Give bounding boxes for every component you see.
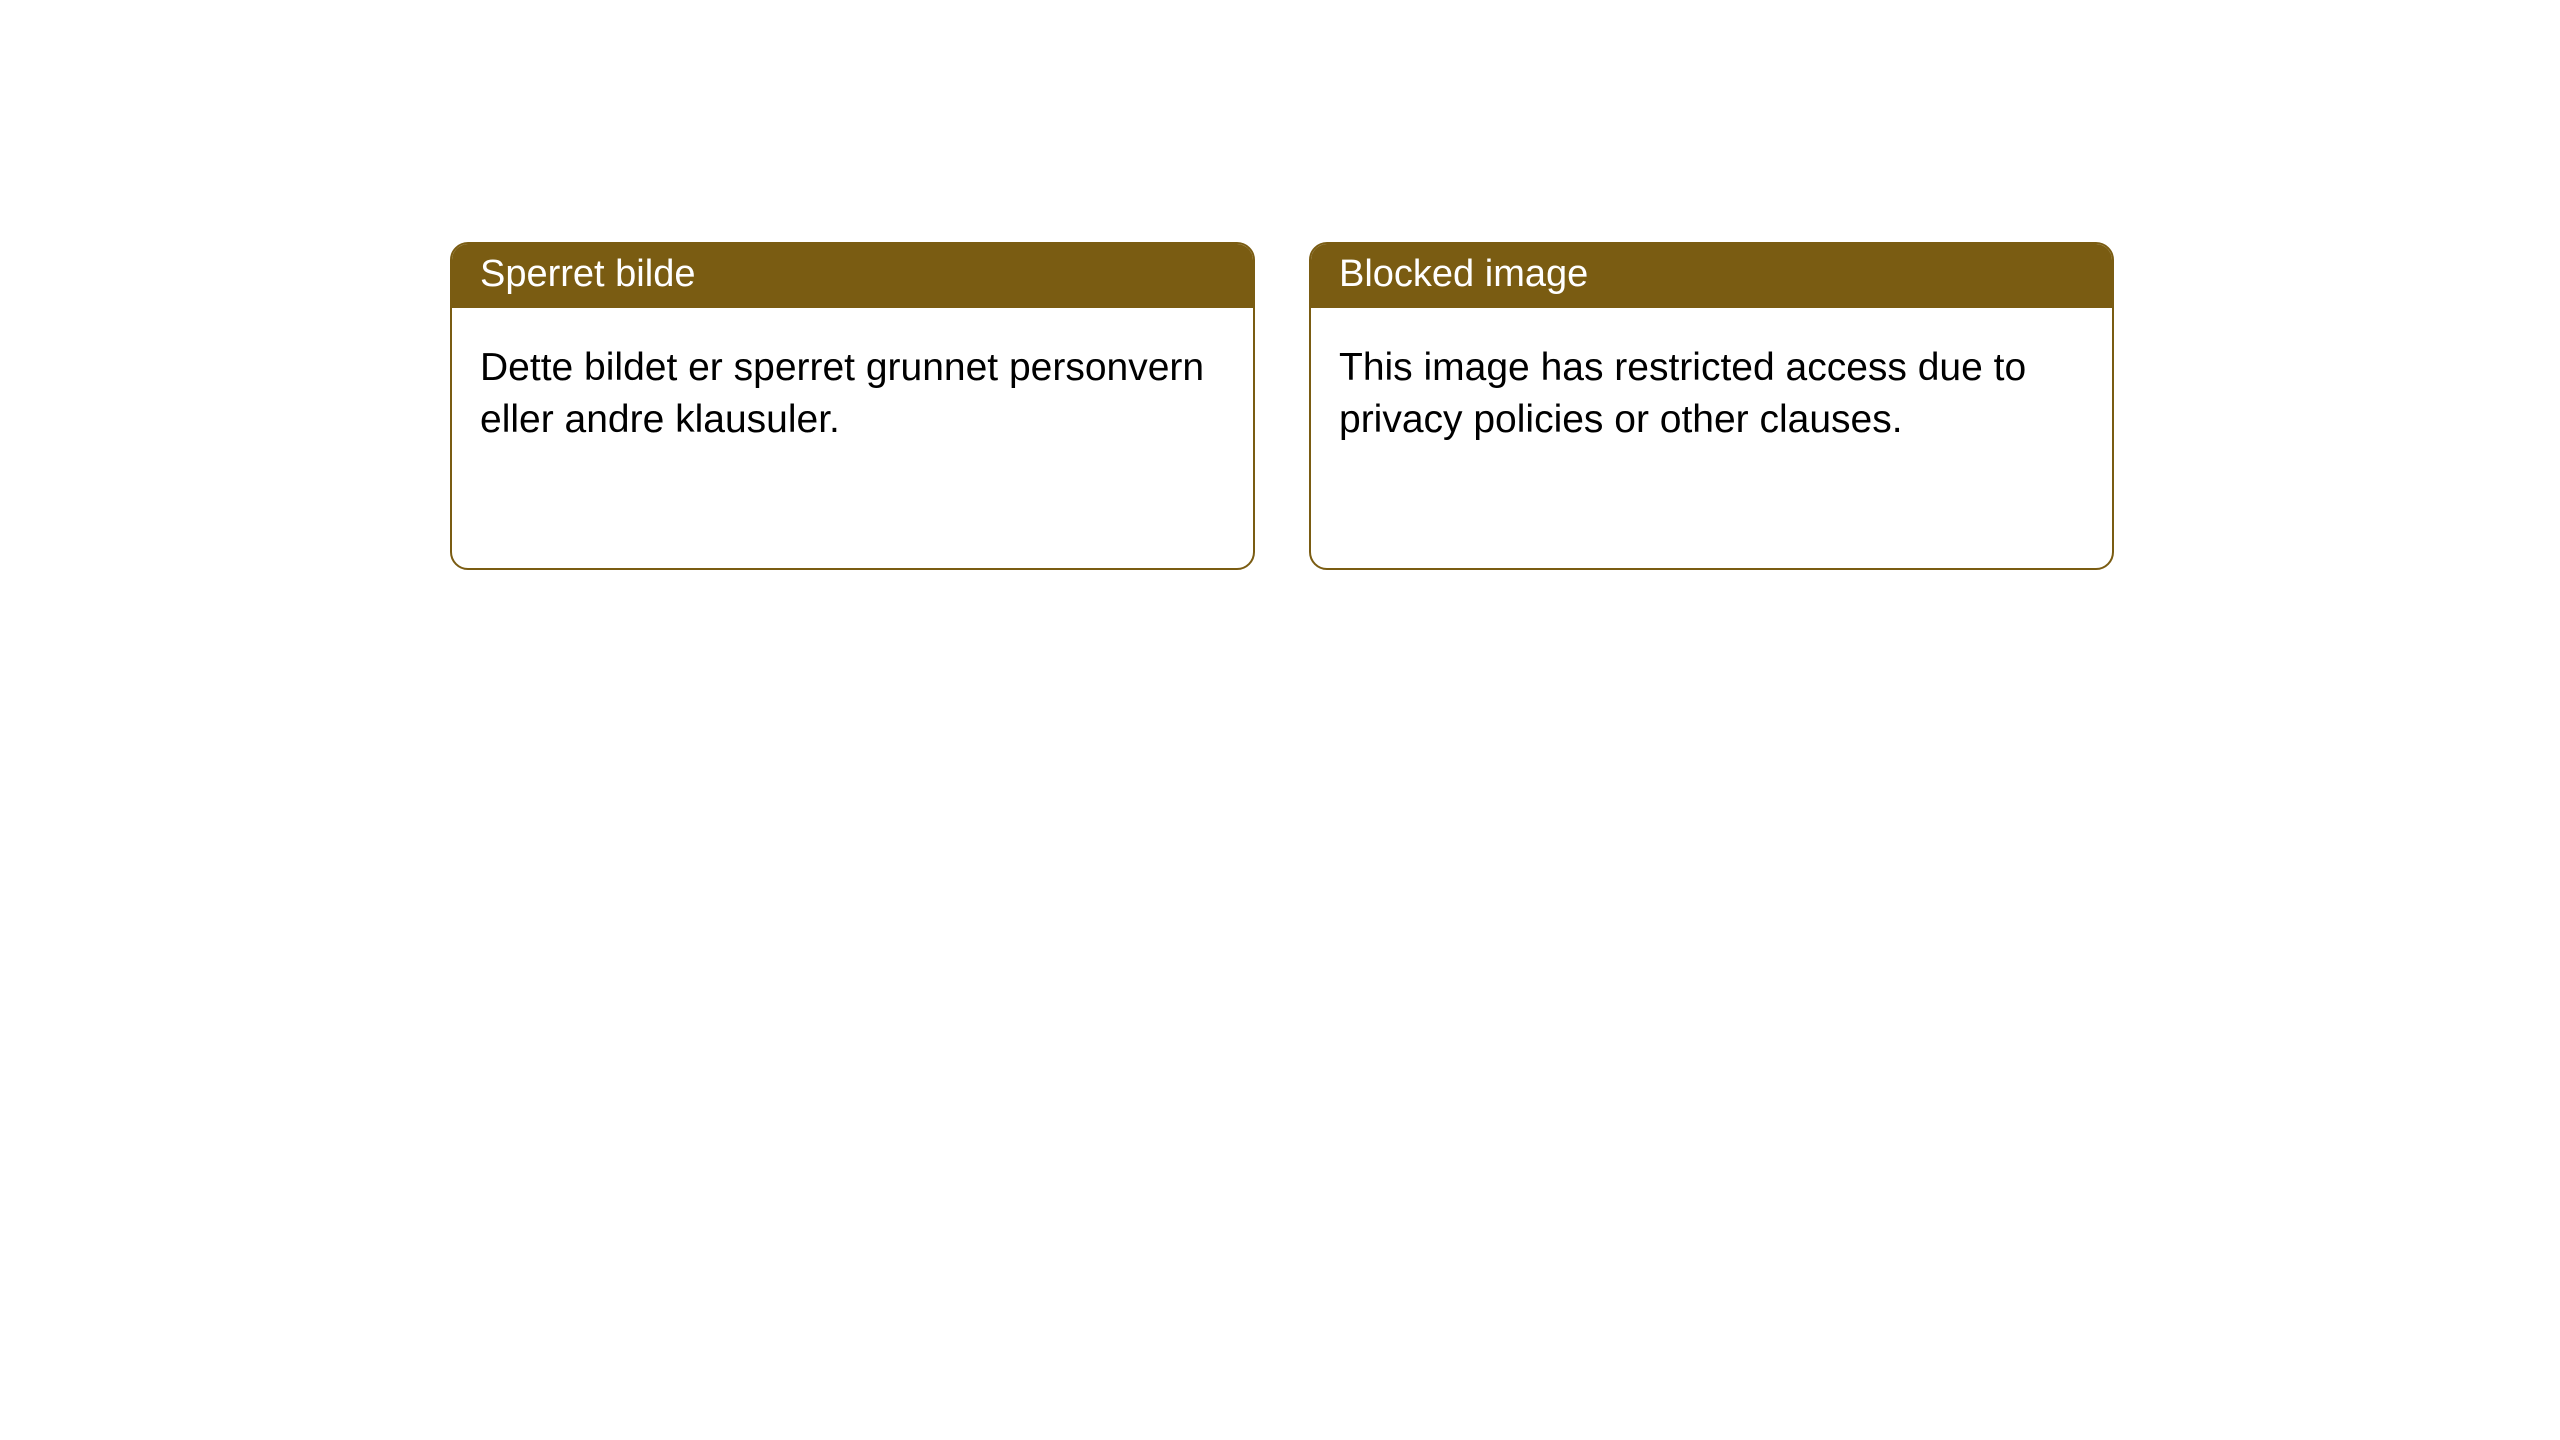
- notice-cards-container: Sperret bilde Dette bildet er sperret gr…: [450, 242, 2114, 570]
- notice-card-title: Blocked image: [1311, 244, 2112, 308]
- notice-card-body: This image has restricted access due to …: [1311, 308, 2112, 568]
- notice-card-body: Dette bildet er sperret grunnet personve…: [452, 308, 1253, 568]
- notice-card-norwegian: Sperret bilde Dette bildet er sperret gr…: [450, 242, 1255, 570]
- notice-card-english: Blocked image This image has restricted …: [1309, 242, 2114, 570]
- notice-card-title: Sperret bilde: [452, 244, 1253, 308]
